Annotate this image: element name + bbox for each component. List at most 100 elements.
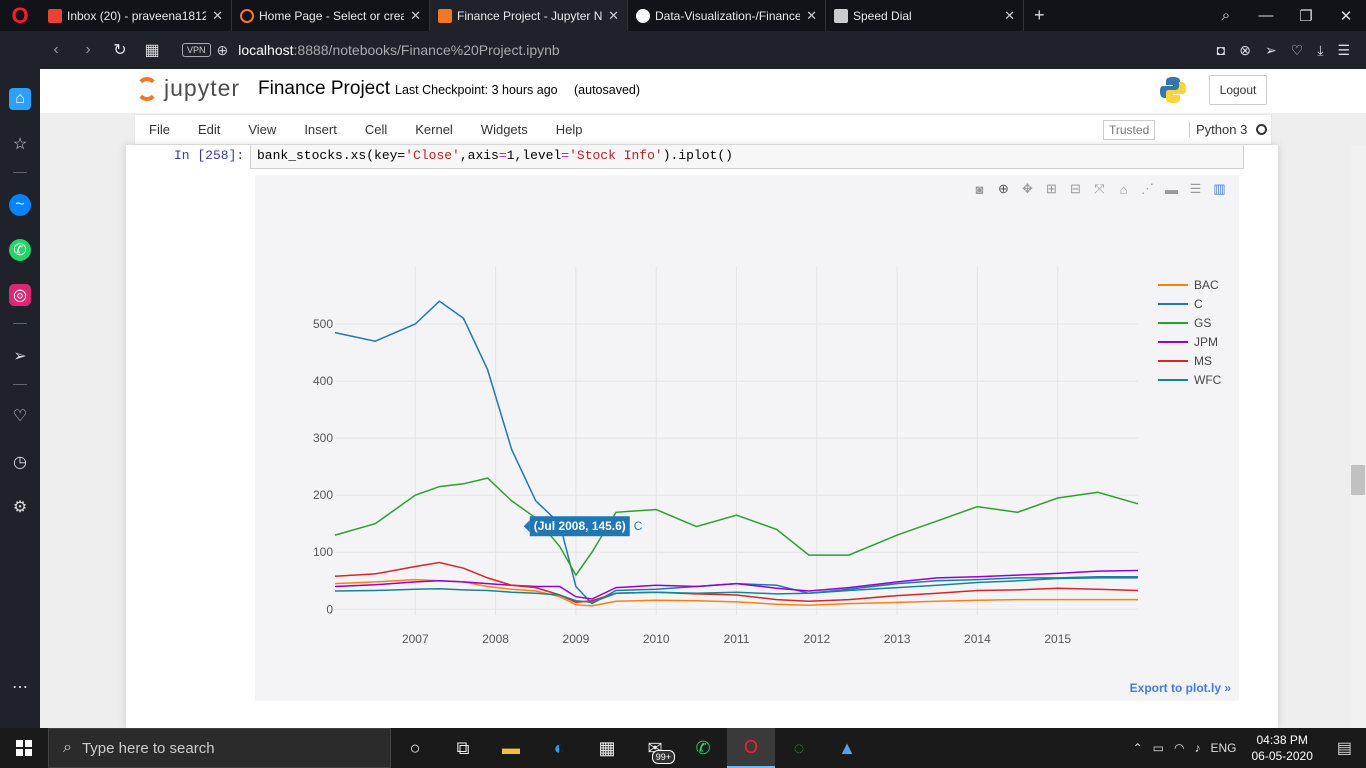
forward-button[interactable]: › [85, 41, 91, 58]
opera-menu-icon[interactable]: O [11, 2, 29, 28]
send-icon[interactable]: ➢ [1264, 41, 1277, 58]
start-button[interactable] [0, 728, 48, 768]
reload-button[interactable]: ↻ [113, 42, 127, 59]
task-view-icon[interactable]: ⧉ [456, 737, 470, 758]
close-icon[interactable]: ✕ [212, 7, 223, 23]
more-icon[interactable]: ⋯ [12, 679, 28, 696]
zoom-icon[interactable]: ⊕ [998, 181, 1009, 196]
favorites-heart-icon[interactable]: ♡ [12, 408, 28, 425]
menu-help[interactable]: Help [555, 122, 583, 137]
heart-icon[interactable]: ♡ [1290, 41, 1304, 58]
cortana-icon[interactable]: ○ [409, 737, 421, 758]
zoom-in-icon[interactable]: ⊞ [1046, 181, 1057, 196]
gmail-icon [48, 8, 62, 23]
download-icon[interactable]: ⤓ [1317, 41, 1324, 58]
battery-icon[interactable]: ▭ [1152, 741, 1164, 755]
plotly-logo-icon[interactable]: ▥ [1213, 181, 1226, 196]
pan-icon[interactable]: ✥ [1022, 181, 1033, 196]
volume-icon[interactable]: ♪ [1194, 741, 1201, 755]
close-icon[interactable]: ✕ [806, 7, 817, 23]
block-icon[interactable]: ⊗ [1239, 41, 1251, 58]
menu-insert[interactable]: Insert [304, 122, 337, 137]
code-token: = [561, 148, 570, 163]
code-cell-input[interactable]: bank_stocks.xs(key='Close',axis=1,level=… [250, 145, 1244, 169]
notebook-title[interactable]: Finance Project [258, 78, 391, 99]
autoscale-icon[interactable]: ⤧ [1094, 181, 1105, 196]
star-icon[interactable]: ☆ [12, 136, 28, 153]
tab-inbox[interactable]: Inbox (20) - praveena1812 ✕ [40, 0, 232, 31]
hover-compare-icon[interactable]: ☰ [1189, 181, 1202, 196]
legend-label: BAC [1194, 278, 1219, 292]
history-clock-icon[interactable]: ◷ [13, 454, 27, 471]
maximize-button[interactable]: ❐ [1299, 7, 1313, 25]
camera-icon[interactable]: ◙ [975, 181, 984, 197]
file-explorer-icon[interactable]: ▬ [502, 737, 520, 758]
mail-icon[interactable]: ✉ 99+ [631, 728, 679, 768]
y-tick-label: 400 [313, 374, 333, 388]
language-indicator[interactable]: ENG [1210, 741, 1237, 755]
code-token: 1,level [506, 148, 562, 163]
wifi-icon[interactable]: ◠ [1173, 741, 1185, 755]
hover-closest-icon[interactable]: ▬ [1165, 181, 1178, 197]
url-field[interactable]: localhost:8888/notebooks/Finance%20Proje… [238, 42, 559, 58]
clock[interactable]: 04:38 PM 06-05-2020 [1241, 732, 1322, 764]
menu-cell[interactable]: Cell [364, 122, 388, 137]
close-icon[interactable]: ✕ [1004, 7, 1015, 23]
logout-button[interactable]: Logout [1209, 75, 1267, 105]
close-icon[interactable]: ✕ [608, 7, 619, 23]
flow-send-icon[interactable]: ➢ [13, 348, 27, 365]
settings-gear-icon[interactable]: ⚙ [12, 499, 28, 516]
close-window-button[interactable]: ✕ [1339, 7, 1353, 25]
kernel-name[interactable]: Python 3 [1189, 122, 1247, 137]
legend-label: MS [1194, 354, 1212, 368]
edge-icon[interactable]: ◐ [553, 737, 565, 758]
snapshot-icon[interactable]: ◘ [1216, 42, 1226, 58]
tab-home-page[interactable]: Home Page - Select or crea ✕ [232, 0, 430, 31]
vpn-badge[interactable]: VPN [182, 43, 211, 57]
photos-icon[interactable]: ▲ [838, 737, 856, 758]
tabs-grid-icon[interactable]: ▦ [144, 42, 160, 59]
menu-widgets[interactable]: Widgets [480, 122, 528, 137]
menu-kernel[interactable]: Kernel [415, 122, 453, 137]
whatsapp-icon[interactable]: ✆ [9, 239, 31, 261]
hover-pointer [523, 520, 530, 533]
messenger-icon[interactable]: ~ [9, 194, 31, 216]
instagram-icon[interactable]: ◎ [9, 284, 31, 306]
minimize-button[interactable]: — [1258, 7, 1274, 24]
back-button[interactable]: ‹ [53, 41, 59, 58]
page-scrollbar[interactable] [1350, 145, 1366, 728]
chevron-up-icon[interactable]: ⌃ [1132, 741, 1143, 755]
mail-badge: 99+ [651, 750, 675, 764]
browser-tab-bar: O Inbox (20) - praveena1812 ✕ Home Page … [0, 0, 1366, 31]
menu-file[interactable]: File [149, 122, 170, 137]
legend-label: WFC [1194, 373, 1222, 387]
close-icon[interactable]: ✕ [410, 7, 421, 23]
code-token: 'Close' [405, 148, 460, 163]
home-icon[interactable]: ⌂ [9, 88, 31, 110]
tab-github[interactable]: Data-Visualization-/Finance ✕ [628, 0, 826, 31]
trusted-indicator[interactable]: Trusted [1103, 120, 1156, 140]
sidebar-divider [13, 323, 27, 324]
taskbar-search[interactable]: ⌕ Type here to search [48, 728, 391, 768]
zoom-out-icon[interactable]: ⊟ [1070, 181, 1081, 196]
search-tabs-icon[interactable]: ⌕ [1221, 7, 1231, 24]
app-circle-icon[interactable]: ◌ [793, 737, 805, 758]
easy-setup-icon[interactable]: ☰ [1337, 41, 1350, 58]
export-to-plotly-link[interactable]: Export to plot.ly » [1129, 681, 1231, 695]
tab-label: Home Page - Select or crea [259, 8, 405, 23]
line-chart: 0 100 200 300 400 500 2007 2008 2009 2010 2011 2012… [313, 267, 1222, 646]
scrollbar-thumb[interactable] [1351, 465, 1365, 495]
whatsapp-taskbar-icon[interactable]: ✆ [695, 737, 711, 758]
tab-finance-project[interactable]: Finance Project - Jupyter N ✕ [430, 0, 628, 31]
reset-axes-icon[interactable]: ⌂ [1119, 181, 1128, 197]
store-icon[interactable]: ▦ [598, 737, 616, 758]
notifications-icon[interactable]: ▤ [1336, 740, 1352, 757]
jupyter-logo[interactable]: jupyter [136, 75, 240, 102]
new-tab-button[interactable]: + [1034, 5, 1045, 25]
spike-lines-icon[interactable]: ⋰ [1141, 181, 1154, 196]
hover-label: (Jul 2008, 145.6) [534, 519, 626, 533]
tab-speed-dial[interactable]: Speed Dial ✕ [826, 0, 1024, 31]
menu-edit[interactable]: Edit [197, 122, 221, 137]
menu-view[interactable]: View [248, 122, 277, 137]
opera-taskbar-icon[interactable]: O [727, 728, 775, 768]
